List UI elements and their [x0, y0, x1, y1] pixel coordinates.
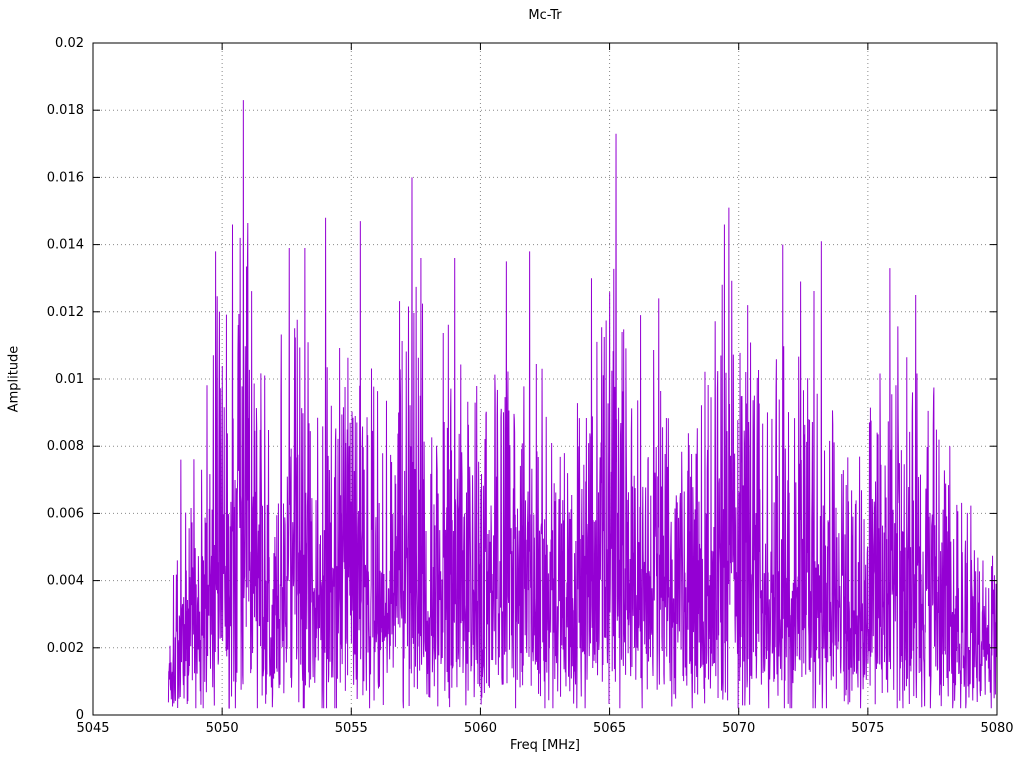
x-tick-label: 5065	[593, 721, 626, 736]
x-tick-label: 5080	[980, 721, 1013, 736]
y-tick-label: 0.02	[55, 36, 84, 51]
chart-title: Mc-Tr	[528, 8, 562, 23]
y-tick-label: 0	[76, 708, 84, 723]
x-tick-label: 5050	[206, 721, 239, 736]
y-tick-label: 0.012	[47, 305, 84, 320]
x-tick-label: 5070	[722, 721, 755, 736]
series-line	[167, 100, 998, 709]
x-axis-label: Freq [MHz]	[510, 738, 580, 753]
y-tick-label: 0.01	[55, 372, 84, 387]
y-tick-label: 0.016	[47, 170, 84, 185]
x-tick-label: 5060	[464, 721, 497, 736]
y-tick-label: 0.018	[47, 103, 84, 118]
y-tick-label: 0.008	[47, 439, 84, 454]
y-tick-label: 0.006	[47, 506, 84, 521]
y-tick-label: 0.004	[47, 574, 84, 589]
x-tick-label: 5055	[335, 721, 368, 736]
y-tick-label: 0.014	[47, 238, 84, 253]
x-tick-label: 5075	[851, 721, 884, 736]
y-tick-label: 0.002	[47, 641, 84, 656]
x-tick-label: 5045	[76, 721, 109, 736]
